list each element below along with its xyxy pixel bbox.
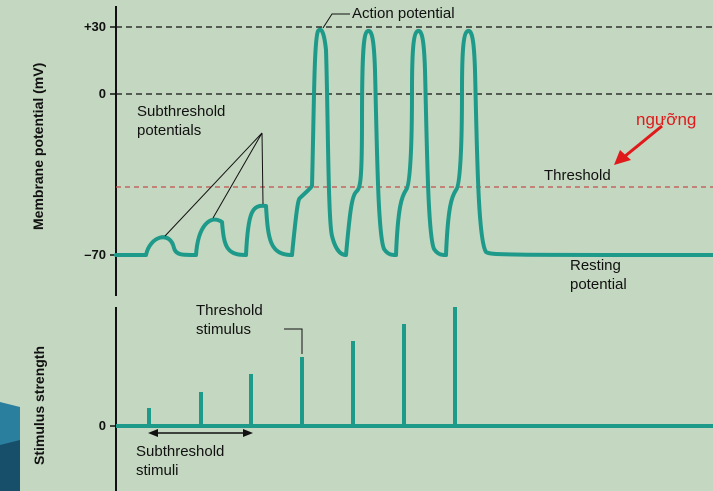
tick-label-minus70: –70 [84, 247, 106, 262]
threshold-annotation-text: ngưỡng [636, 110, 697, 129]
tick-label-plus30: +30 [83, 19, 106, 34]
stimulus-strength-axis-label: Stimulus strength [31, 345, 47, 465]
subthreshold-arrow-right-head [243, 429, 253, 437]
threshold-stimulus-pointer [284, 328, 303, 354]
threshold-label: Threshold [544, 167, 611, 184]
subthreshold-pointer-2 [212, 132, 263, 219]
action-potential-label: Action potential [352, 5, 455, 22]
subthreshold-arrow-left-head [148, 429, 158, 437]
membrane-potential-axis-label: Membrane potential (mV) [30, 62, 46, 230]
membrane-potential-trace [114, 27, 713, 258]
subthreshold-potentials-label-line1: Subthreshold [137, 103, 226, 120]
subthreshold-pointer-3 [261, 132, 264, 205]
subthreshold-potentials-label-line2: potentials [137, 122, 202, 139]
subthreshold-pointer-1 [164, 132, 263, 237]
resting-potential-label-line1: Resting [570, 257, 621, 274]
threshold-stimulus-label-line1: Threshold [196, 302, 263, 319]
subthreshold-stimuli-label-line1: Subthreshold [136, 443, 225, 460]
tick-label-zero: 0 [98, 86, 106, 101]
threshold-annotation-arrow-line [623, 124, 663, 159]
tick-label-stimulus-zero: 0 [98, 418, 106, 433]
left-accent-shape-dark [0, 440, 20, 491]
resting-potential-label-line2: potential [570, 276, 627, 293]
action-potential-pointer [322, 13, 350, 29]
subthreshold-stimuli-label-line2: stimuli [136, 462, 179, 479]
threshold-stimulus-label-line2: stimulus [196, 321, 252, 338]
threshold-annotation-arrowhead [614, 150, 631, 165]
